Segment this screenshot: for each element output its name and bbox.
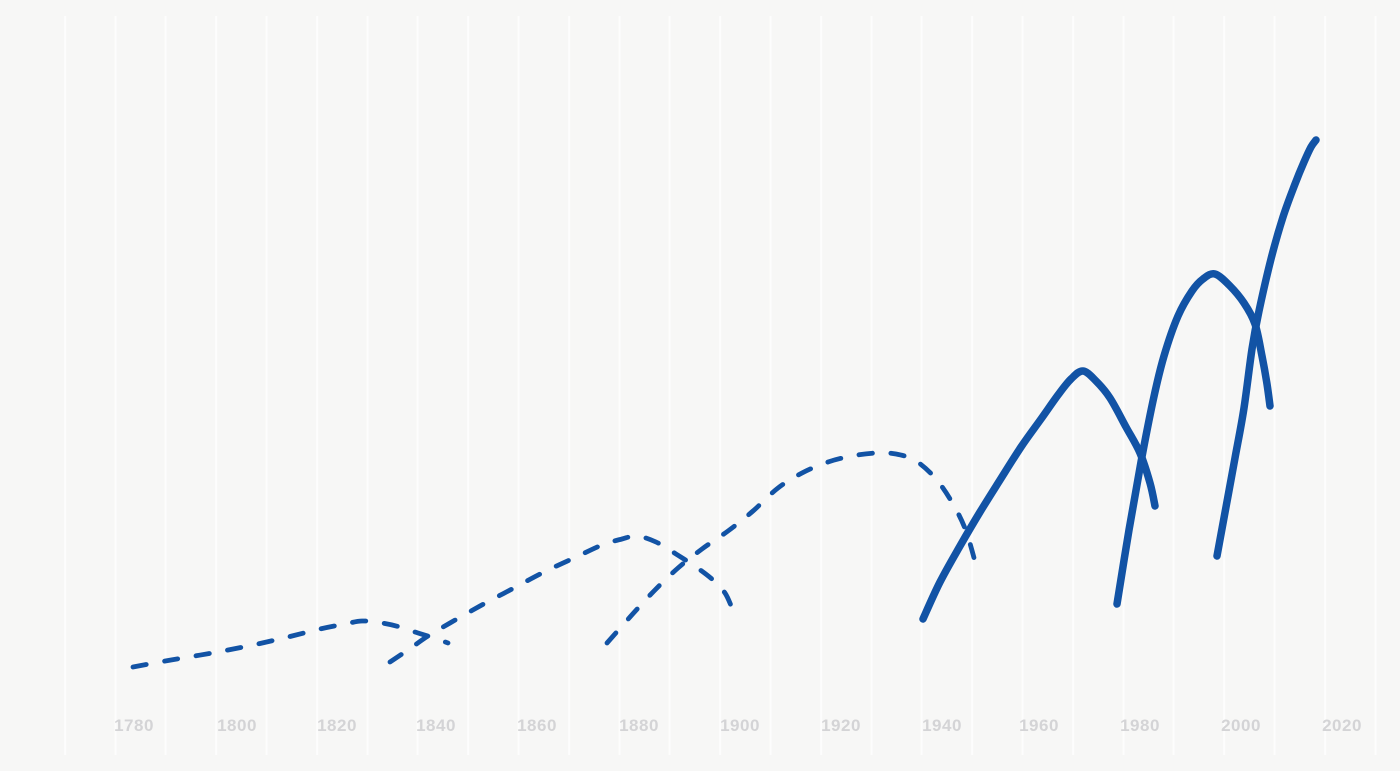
- wave-3-curve: [604, 450, 979, 646]
- wave-1-curve: [130, 618, 451, 670]
- x-axis: 1780 1800 1820 1840 1860 1880 1900 1920 1940 1960…: [114, 716, 1362, 735]
- wave-2-curve: [387, 533, 735, 665]
- x-axis-tick-2000: 2000: [1221, 716, 1261, 735]
- wave-4-curve: [919, 367, 1159, 623]
- x-axis-tick-1780: 1780: [114, 716, 154, 735]
- wave-6-curve: [1213, 136, 1320, 560]
- x-axis-tick-1840: 1840: [416, 716, 456, 735]
- x-axis-tick-1860: 1860: [517, 716, 557, 735]
- wave-chart-svg: 1780 1800 1820 1840 1860 1880 1900 1920 1940 1960…: [114, 136, 1362, 735]
- wave-chart-canvas: 1780 1800 1820 1840 1860 1880 1900 1920 1940 1960…: [40, 16, 1400, 755]
- x-axis-tick-1820: 1820: [317, 716, 357, 735]
- wave-5-curve: [1113, 270, 1274, 608]
- x-axis-tick-2020: 2020: [1322, 716, 1362, 735]
- x-axis-tick-1800: 1800: [217, 716, 257, 735]
- wave-curves: [130, 136, 1320, 670]
- x-axis-tick-1940: 1940: [922, 716, 962, 735]
- x-axis-tick-1960: 1960: [1019, 716, 1059, 735]
- x-axis-tick-1920: 1920: [821, 716, 861, 735]
- x-axis-tick-1880: 1880: [619, 716, 659, 735]
- x-axis-tick-1900: 1900: [720, 716, 760, 735]
- x-axis-tick-1980: 1980: [1120, 716, 1160, 735]
